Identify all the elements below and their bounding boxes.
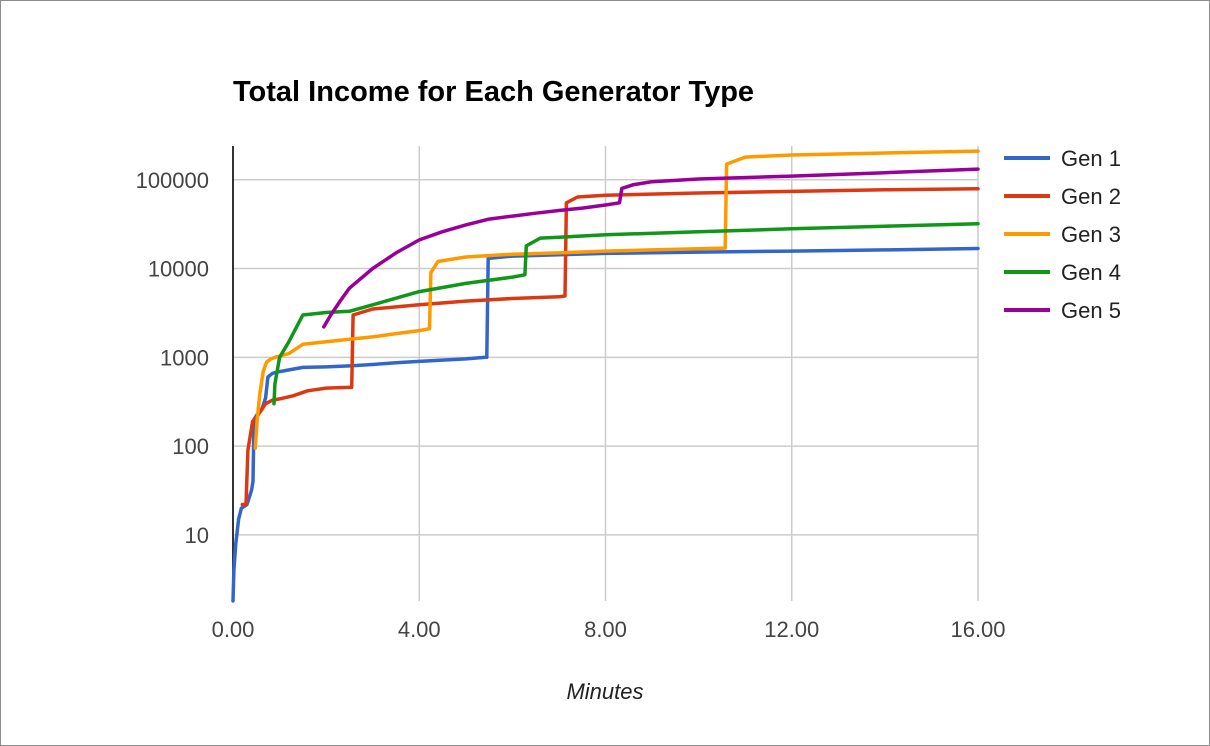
- x-tick-label: 16.00: [950, 617, 1005, 642]
- series-line-gen-5: [322, 167, 980, 329]
- series-layer: [231, 149, 980, 603]
- legend-label-gen-1: Gen 1: [1061, 146, 1121, 171]
- series-line-gen-4: [272, 221, 980, 406]
- x-tick-label: 0.00: [212, 617, 255, 642]
- legend-label-gen-3: Gen 3: [1061, 222, 1121, 247]
- chart-title: Total Income for Each Generator Type: [233, 76, 754, 108]
- x-tick-label: 8.00: [584, 617, 627, 642]
- legend-label-gen-2: Gen 2: [1061, 184, 1121, 209]
- legend-label-gen-4: Gen 4: [1061, 260, 1121, 285]
- x-tick-label: 12.00: [764, 617, 819, 642]
- x-tick-label: 4.00: [398, 617, 441, 642]
- y-tick-label: 10000: [148, 257, 209, 282]
- grid-layer: [233, 146, 979, 601]
- series-line-gen-3: [253, 149, 980, 450]
- x-axis-label: Minutes: [566, 679, 643, 704]
- y-tick-label: 1000: [160, 345, 209, 370]
- legend: Gen 1 Gen 2 Gen 3 Gen 4 Gen 5: [1004, 146, 1121, 323]
- y-tick-label: 10: [185, 523, 209, 548]
- legend-label-gen-5: Gen 5: [1061, 298, 1121, 323]
- y-tick-label: 100: [172, 434, 209, 459]
- axis-layer: 10 100 1000 10000 100000 0.00 4.00 8.00 12.00 16.…: [136, 146, 1006, 642]
- y-tick-label: 100000: [136, 168, 209, 193]
